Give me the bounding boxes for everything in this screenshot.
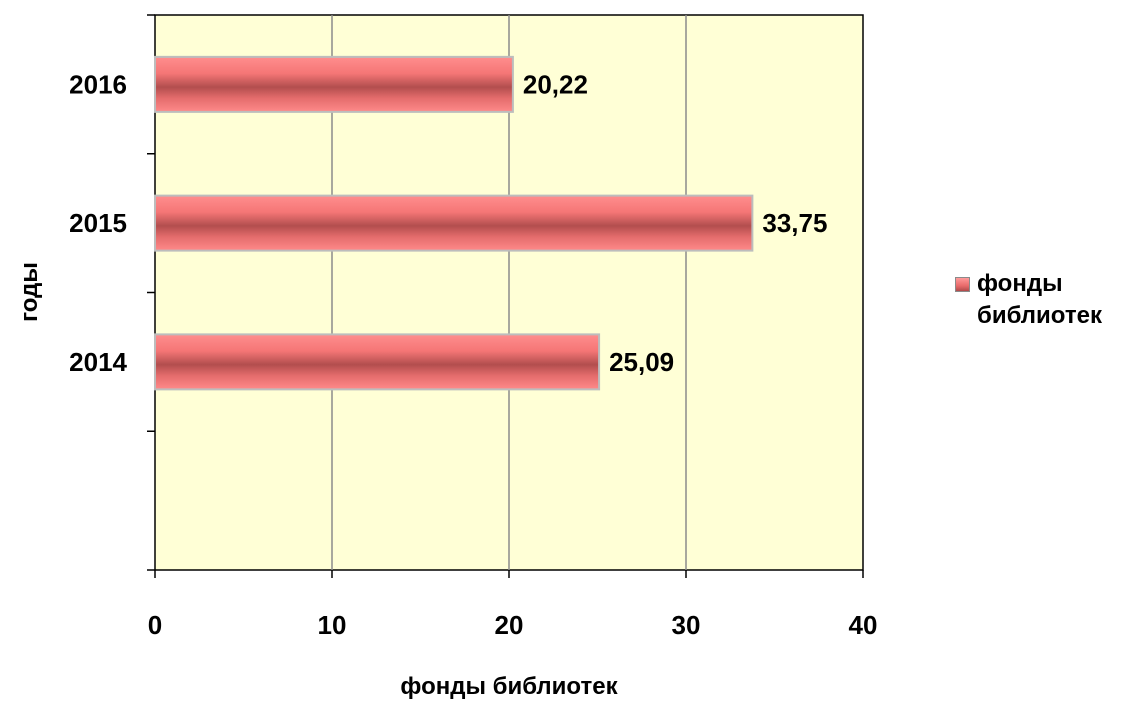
bar-2014 — [154, 333, 601, 391]
legend-swatch — [955, 277, 970, 292]
x-tick-label-10: 10 — [318, 610, 347, 640]
x-tick-label-0: 0 — [148, 610, 162, 640]
y-axis-title: годы — [16, 262, 43, 322]
y-tick-label-2016: 2016 — [69, 69, 127, 99]
y-tick-label-2015: 2015 — [69, 208, 127, 238]
x-tick-label-30: 30 — [672, 610, 701, 640]
labels: 25,09 2014 33,75 2015 20,22 2016 0 10 20 30 40 фонд… — [16, 69, 877, 700]
data-label-2014: 25,09 — [609, 347, 674, 377]
bar-2015 — [154, 194, 754, 252]
axes — [147, 14, 864, 578]
legend: фонды библиотек — [955, 268, 1130, 332]
x-tick-label-20: 20 — [495, 610, 524, 640]
y-tick-label-2014: 2014 — [69, 347, 127, 377]
data-label-2016: 20,22 — [523, 69, 588, 99]
x-axis-title: фонды библиотек — [400, 673, 618, 700]
legend-label: фонды библиотек — [977, 270, 1102, 329]
bars — [154, 55, 754, 391]
data-label-2015: 33,75 — [762, 208, 827, 238]
bar-2016 — [154, 55, 514, 113]
x-tick-label-40: 40 — [849, 610, 878, 640]
